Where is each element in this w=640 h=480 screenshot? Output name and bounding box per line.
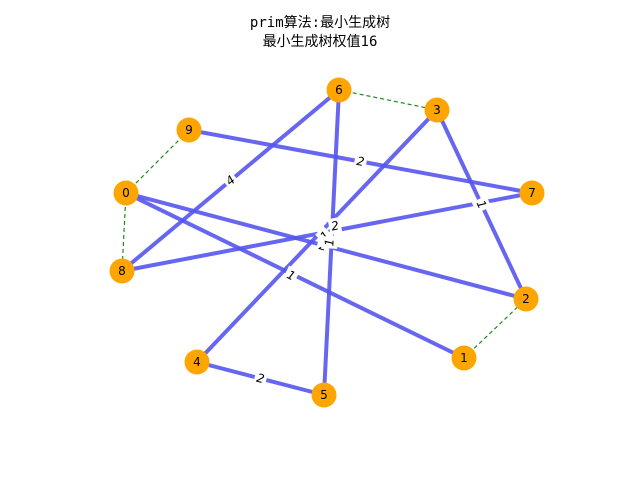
node-0[interactable]: 0	[113, 180, 139, 206]
edge-weight-9-7: 2	[353, 152, 368, 171]
node-label: 9	[185, 123, 193, 137]
node-label: 7	[528, 186, 536, 200]
node-1[interactable]: 1	[451, 345, 477, 371]
edge-weight-bg	[282, 265, 300, 286]
graph-nodes: 0 1 2 3 4 5 6 7 8 9	[109, 77, 545, 408]
edge-0-9	[125, 129, 190, 194]
non-tree-edges	[121, 89, 527, 359]
node-circle	[109, 258, 135, 284]
node-circle	[326, 77, 352, 103]
node-circle	[184, 349, 210, 375]
edge-weight-text: 2	[330, 218, 340, 233]
node-label: 2	[522, 292, 530, 306]
edge-weight-bg	[353, 152, 368, 171]
node-circle	[311, 382, 337, 408]
node-label: 1	[460, 351, 468, 365]
node-circle	[513, 286, 539, 312]
edge-weight-text: 2	[355, 154, 365, 169]
edge-weight-bg	[321, 236, 338, 249]
edge-weight-text: 2	[255, 371, 266, 386]
edge-weight-text: 1	[322, 238, 336, 246]
edge-weight-3-2: 1	[471, 195, 492, 214]
node-circle	[451, 345, 477, 371]
edge-weight-0-1: 1	[282, 265, 300, 286]
node-7[interactable]: 7	[519, 180, 545, 206]
node-circle	[424, 97, 450, 123]
edge-6-3	[338, 89, 438, 111]
node-circle	[176, 117, 202, 143]
node-label: 8	[118, 264, 126, 278]
edge-weight-bg	[471, 195, 492, 214]
node-6[interactable]: 6	[326, 77, 352, 103]
diagram-title: prim算法:最小生成树	[249, 15, 391, 31]
edge-weight-bg	[220, 170, 241, 191]
edge-weight-labels: 214221211	[220, 152, 492, 388]
edge-0-8	[121, 192, 127, 272]
node-8[interactable]: 8	[109, 258, 135, 284]
node-9[interactable]: 9	[176, 117, 202, 143]
node-label: 5	[320, 388, 328, 402]
edge-weight-bg	[327, 217, 343, 235]
node-label: 6	[335, 83, 343, 97]
diagram-subtitle: 最小生成树权值16	[262, 34, 378, 50]
edge-weight-4-5: 2	[252, 369, 269, 388]
node-label: 3	[433, 103, 441, 117]
node-2[interactable]: 2	[513, 286, 539, 312]
node-circle	[519, 180, 545, 206]
node-circle	[113, 180, 139, 206]
edge-weight-6-5: 1	[321, 236, 338, 249]
node-4[interactable]: 4	[184, 349, 210, 375]
node-label: 0	[122, 186, 130, 200]
node-label: 4	[193, 355, 201, 369]
edge-weight-bg	[252, 369, 269, 388]
edge-1-2	[463, 298, 527, 359]
node-5[interactable]: 5	[311, 382, 337, 408]
edge-weight-8-7: 2	[327, 217, 343, 235]
node-3[interactable]: 3	[424, 97, 450, 123]
edge-weight-8-6: 4	[220, 170, 241, 191]
